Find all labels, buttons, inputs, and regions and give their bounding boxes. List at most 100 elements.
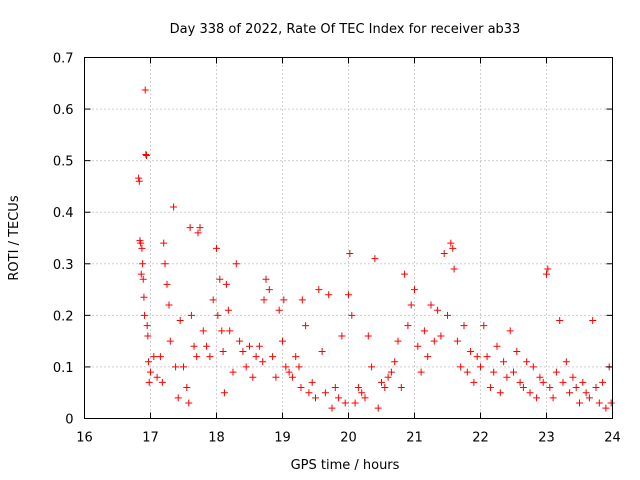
data-point <box>305 389 313 397</box>
chart-title: Day 338 of 2022, Rate Of TEC Index for r… <box>170 22 521 37</box>
data-point <box>453 337 461 345</box>
x-tick-label: 20 <box>340 431 357 446</box>
data-point <box>213 244 220 252</box>
data-point <box>569 373 577 381</box>
data-point <box>137 239 145 247</box>
data-point <box>147 368 154 376</box>
data-point <box>298 296 306 304</box>
data-point <box>142 150 150 158</box>
x-tick-label: 17 <box>142 431 159 446</box>
data-point <box>460 322 468 330</box>
data-point <box>543 270 550 278</box>
data-point <box>255 342 263 350</box>
data-point <box>493 342 501 350</box>
data-point <box>513 347 521 355</box>
data-point <box>496 389 504 397</box>
data-point <box>186 224 194 232</box>
data-point <box>187 311 195 319</box>
x-tick-label: 24 <box>604 431 621 446</box>
data-point <box>165 301 173 309</box>
data-point <box>559 378 567 386</box>
data-point <box>203 342 211 350</box>
data-point <box>226 327 234 335</box>
data-point <box>552 368 560 376</box>
y-tick-label: 0.5 <box>53 155 74 170</box>
data-point <box>185 399 193 407</box>
data-point <box>523 358 531 366</box>
data-point <box>539 378 547 386</box>
data-point <box>354 384 362 392</box>
data-point <box>449 244 457 252</box>
data-point <box>328 404 336 412</box>
data-point <box>424 353 432 361</box>
data-point <box>463 368 471 376</box>
data-point <box>297 384 305 392</box>
data-point <box>589 317 597 325</box>
data-point <box>549 394 557 402</box>
data-point <box>141 86 149 94</box>
data-point <box>529 363 537 371</box>
data-point <box>607 399 615 407</box>
data-point <box>196 224 204 232</box>
x-axis-label: GPS time / hours <box>291 458 400 473</box>
x-tick-label: 18 <box>208 431 225 446</box>
data-point <box>139 275 147 283</box>
data-point <box>206 353 214 361</box>
data-point <box>302 322 310 330</box>
data-point <box>135 174 143 182</box>
data-point <box>158 378 166 386</box>
data-point <box>265 286 273 294</box>
data-point <box>411 286 418 294</box>
data-point <box>434 306 442 314</box>
data-point <box>546 384 554 392</box>
data-point <box>486 384 494 392</box>
data-point <box>490 368 498 376</box>
data-point <box>470 378 478 386</box>
data-point <box>259 358 267 366</box>
data-point <box>440 249 448 257</box>
data-point <box>224 306 232 314</box>
data-point <box>444 311 451 319</box>
data-point <box>368 363 376 371</box>
data-point <box>473 353 481 361</box>
data-point <box>139 260 147 268</box>
data-point <box>138 244 146 252</box>
data-point <box>556 317 564 325</box>
data-point <box>510 368 517 376</box>
data-point <box>288 373 296 381</box>
x-tick-label: 16 <box>76 431 93 446</box>
y-tick-label: 0.2 <box>53 309 74 324</box>
data-point <box>216 275 224 283</box>
data-point <box>397 384 405 392</box>
x-tick-label: 19 <box>274 431 291 446</box>
data-point <box>262 275 270 283</box>
data-point <box>457 363 465 371</box>
data-point <box>430 337 438 345</box>
data-point <box>180 363 187 371</box>
data-point <box>526 389 534 397</box>
data-point <box>579 378 587 386</box>
data-point <box>338 332 346 340</box>
data-point <box>358 389 366 397</box>
data-point <box>163 280 171 288</box>
axis-ticks: 16 17 18 19 20 21 22 23 24 0 0.1 0.2 0.3 0.4 0.5 0.6 0.7 <box>53 52 621 446</box>
data-point <box>218 327 226 335</box>
data-point <box>544 265 552 273</box>
data-point <box>229 368 237 376</box>
data-point <box>450 265 458 273</box>
data-point <box>199 327 207 335</box>
data-point <box>364 332 372 340</box>
data-point <box>346 249 354 257</box>
data-point <box>143 151 151 159</box>
data-point <box>308 378 316 386</box>
data-point <box>427 301 435 309</box>
data-point <box>144 332 152 340</box>
data-point <box>595 399 603 407</box>
data-point <box>140 293 148 301</box>
y-tick-label: 0.4 <box>53 206 74 221</box>
y-tick-label: 0.1 <box>53 361 74 376</box>
data-point <box>172 363 180 371</box>
data-point <box>585 394 593 402</box>
data-point <box>378 378 385 386</box>
